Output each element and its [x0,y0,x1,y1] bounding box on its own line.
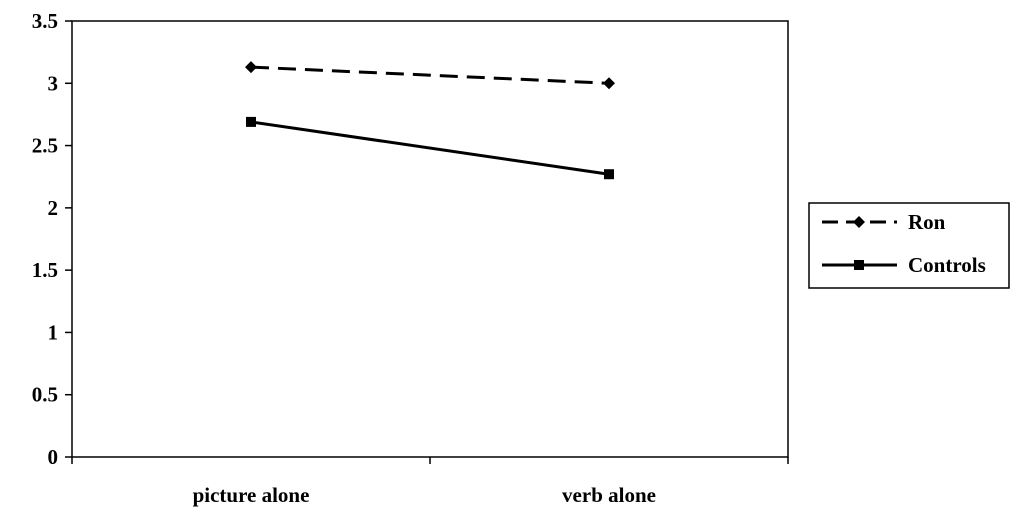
y-tick-label: 0.5 [32,383,58,407]
legend-item-ron: Ron [822,210,946,234]
x-axis-ticks: picture alone verb alone [71,457,789,507]
square-marker [604,169,614,180]
plot-area-border [71,20,789,458]
x-category-label: picture alone [193,483,310,507]
axes [71,20,789,458]
series-controls [246,116,614,180]
series-ron [245,61,615,90]
legend-item-controls: Controls [822,253,986,277]
legend-label: Ron [908,210,946,234]
legend-box [808,202,1010,289]
legend: Ron Controls [808,202,1010,289]
y-tick-label: 0 [48,445,59,469]
legend-label: Controls [908,253,986,277]
series-line [250,120,610,176]
y-tick-label: 2 [48,196,59,220]
diamond-marker [245,61,257,74]
y-tick-label: 2.5 [32,134,58,158]
square-marker [246,116,256,127]
y-tick-label: 3.5 [32,9,58,33]
x-category-label: verb alone [562,483,656,507]
series-line [250,65,610,85]
diamond-marker [603,77,615,90]
y-tick-label: 1.5 [32,258,58,282]
y-tick-label: 1 [48,320,59,344]
diamond-marker [853,216,865,228]
y-axis-ticks: 0 0.5 1 1.5 2 2.5 3 3.5 [32,9,72,469]
series-layer [245,61,615,180]
y-tick-label: 3 [48,71,59,95]
square-marker [854,260,864,270]
